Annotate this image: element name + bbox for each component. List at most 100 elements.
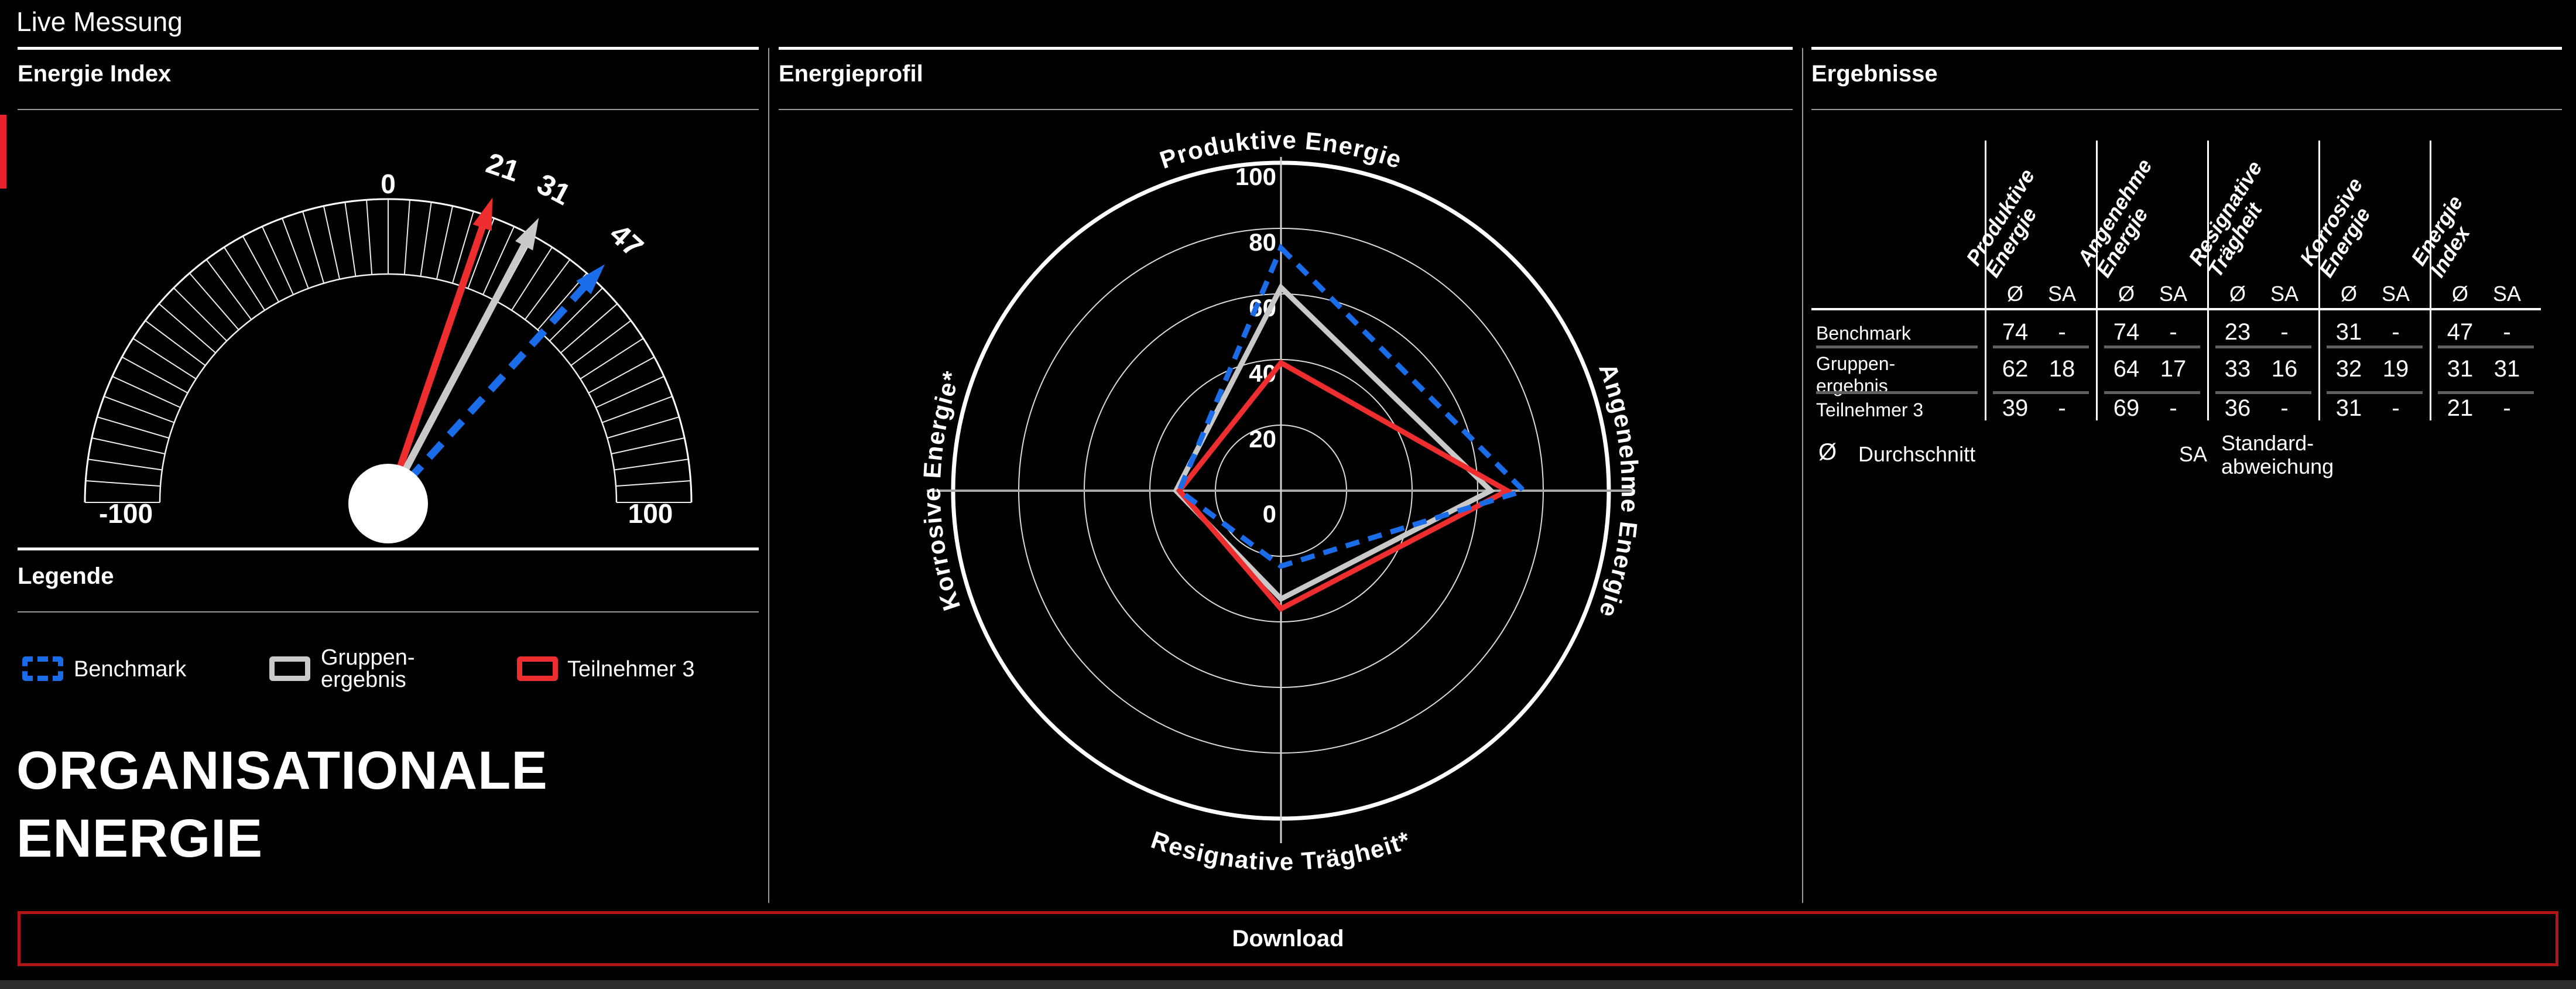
table-row-separator xyxy=(2215,391,2311,394)
table-cell-avg: 47 xyxy=(2447,319,2474,345)
table-cell-avg: 33 xyxy=(2224,356,2251,382)
headline-line2: ENERGIE xyxy=(16,809,263,868)
gauge-tick xyxy=(366,200,373,275)
gauge-tick xyxy=(549,288,603,341)
table-subheader-sa: SA xyxy=(2270,282,2299,306)
table-column-line xyxy=(1985,141,1986,420)
gauge-inner-arc xyxy=(159,273,618,503)
gauge-zero-label: 0 xyxy=(381,169,396,199)
gauge-tick xyxy=(580,338,644,379)
panel-ergebnisse: Ergebnisse Produktive Energie Ø SA Angenehm… xyxy=(1811,0,2562,878)
gauge-value-label: 31 xyxy=(532,167,576,212)
table-cell-avg: 69 xyxy=(2113,395,2140,421)
legend-title: Legende xyxy=(18,563,114,589)
table-column-header: Angenehme Energie xyxy=(2072,154,2157,282)
table-row-separator xyxy=(1993,391,2089,394)
table-subheader-avg: Ø xyxy=(2451,282,2468,306)
table-cell-avg: 32 xyxy=(2335,356,2362,382)
table-footnote-label-sa: Standard- abweichung xyxy=(2221,431,2334,478)
gauge-needle-Gruppen-ergebnis xyxy=(385,243,528,504)
gauge-needle-arrowhead xyxy=(576,264,605,295)
table-header-line xyxy=(1811,308,2541,310)
table-footnote-label-avg: Durchschnitt xyxy=(1858,442,1976,466)
radar-ring-label-100: 100 xyxy=(1235,163,1276,190)
gauge-tick xyxy=(91,437,166,455)
table-cell-avg: 39 xyxy=(2002,395,2029,421)
table-cell-sa: - xyxy=(2392,395,2400,421)
download-button-label: Download xyxy=(1232,925,1344,952)
table-cell-sa: 18 xyxy=(2049,356,2075,382)
table-footnote-symbol-avg: Ø xyxy=(1818,439,1837,465)
divider xyxy=(1811,109,2562,110)
gauge-value-label: 47 xyxy=(604,217,650,263)
gauge-needle-arrowhead xyxy=(515,217,539,251)
gauge-tick xyxy=(588,356,655,393)
table-cell-sa: - xyxy=(2503,319,2511,345)
gauge-tick xyxy=(173,288,227,341)
gauge-tick xyxy=(570,320,632,367)
table-cell-sa: 31 xyxy=(2493,356,2520,382)
legend-label-teilnehmer3: Teilnehmer 3 xyxy=(567,657,695,682)
legend-swatch-gruppenergebnis xyxy=(269,656,310,681)
bottom-bar xyxy=(0,980,2576,989)
table-subheader-avg: Ø xyxy=(2006,282,2023,306)
gauge-needle-arrowhead xyxy=(472,197,493,231)
table-cell-sa: - xyxy=(2169,319,2177,345)
panel-border-top xyxy=(18,547,759,550)
gauge-tick xyxy=(158,303,216,354)
table-column-header: Produktive Energie xyxy=(1961,164,2041,282)
gauge-tick xyxy=(602,396,673,423)
panel-border-top xyxy=(1811,47,2562,50)
table-cell-avg: 21 xyxy=(2447,395,2474,421)
table-cell-avg: 62 xyxy=(2002,356,2029,382)
gauge-tick xyxy=(451,211,474,284)
headline: ORGANISATIONALE ENERGIE xyxy=(16,737,548,872)
gauge-tick xyxy=(282,218,309,289)
table-row-separator xyxy=(1993,345,2089,348)
gauge-tick xyxy=(205,259,252,320)
table-cell-sa: 16 xyxy=(2271,356,2298,382)
table-subheader-avg: Ø xyxy=(2340,282,2357,306)
gauge-tick xyxy=(595,375,664,408)
radar-ring-label-20: 20 xyxy=(1249,425,1276,453)
legend-label-benchmark: Benchmark xyxy=(74,657,187,682)
gauge-tick xyxy=(104,396,174,423)
panel-border-top xyxy=(18,47,759,50)
gauge-max-label: 100 xyxy=(628,498,673,529)
table-subheader-avg: Ø xyxy=(2118,282,2135,306)
gauge-tick xyxy=(323,206,341,280)
gauge-hub xyxy=(348,464,428,543)
table-column-header: Resignative Trägheit xyxy=(2183,156,2267,282)
table-cell-sa: - xyxy=(2169,395,2177,421)
table-cell-sa: - xyxy=(2058,319,2066,345)
gauge-tick xyxy=(88,458,163,471)
gauge-tick xyxy=(145,320,206,367)
table-cell-sa: - xyxy=(2503,395,2511,421)
table-column-header: Energie Index xyxy=(2406,191,2475,282)
gauge-tick xyxy=(344,202,357,277)
table-row-separator xyxy=(2104,345,2200,348)
table-subheader-sa: SA xyxy=(2492,282,2522,306)
page-title: Live Messung xyxy=(16,6,183,37)
table-cell-sa: - xyxy=(2058,395,2066,421)
gauge-tick xyxy=(97,416,170,439)
gauge-needle-Benchmark xyxy=(385,284,587,505)
divider xyxy=(18,611,759,612)
gauge-outer-arc xyxy=(84,198,693,503)
gauge-tick xyxy=(261,226,294,295)
gauge-tick xyxy=(224,247,265,311)
table-row-separator xyxy=(1816,345,1978,348)
table-subheader-sa: SA xyxy=(2159,282,2188,306)
table-cell-avg: 36 xyxy=(2224,395,2251,421)
table-subheader-sa: SA xyxy=(2381,282,2410,306)
table-cell-avg: 31 xyxy=(2335,395,2362,421)
divider xyxy=(779,109,1793,110)
radar-panel-title: Energieprofil xyxy=(779,61,923,87)
radar-ring-label-80: 80 xyxy=(1249,228,1276,256)
gauge-chart[interactable]: -100 100 0 21 31 47 xyxy=(47,135,732,568)
gauge-tick xyxy=(403,200,410,275)
download-button[interactable]: Download xyxy=(18,911,2558,966)
gauge-tick xyxy=(611,437,685,455)
panel-separator xyxy=(1802,48,1803,903)
